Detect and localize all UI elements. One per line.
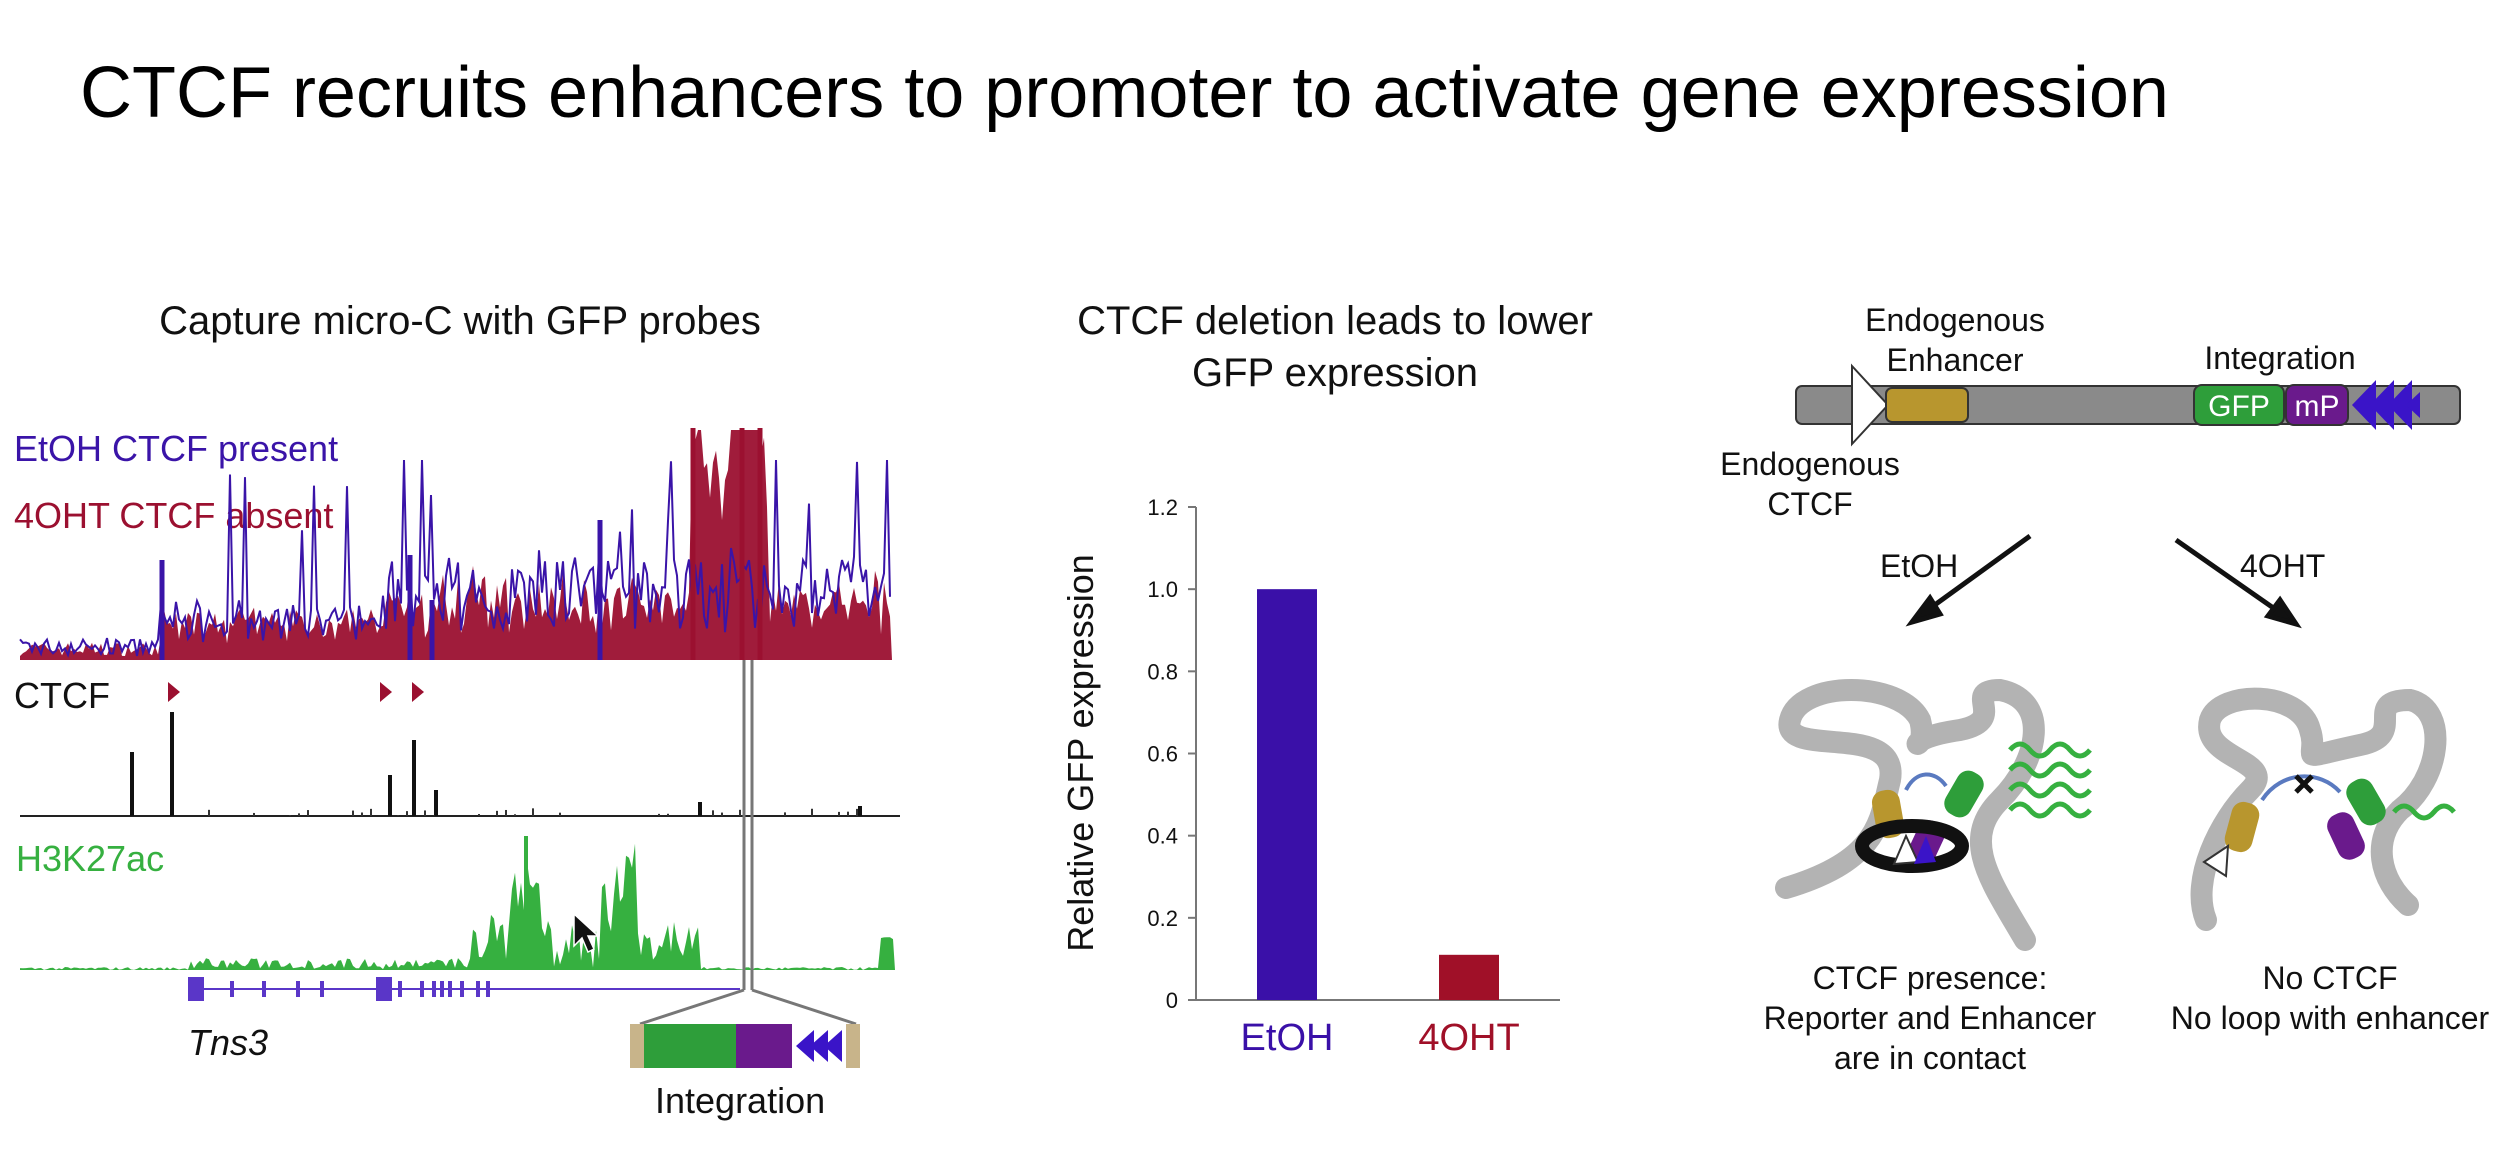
y-tick-label: 0.2	[1147, 906, 1178, 931]
mp-box	[2285, 384, 2349, 426]
h3k27ac-signal	[20, 843, 895, 970]
ctcf-motif-icon	[380, 682, 392, 702]
caption-left-line2: Reporter and Enhancer	[1763, 1000, 2097, 1036]
y-tick-label: 0.6	[1147, 742, 1178, 767]
endogenous-ctcf-icon	[1851, 363, 1890, 447]
integration-zoom-lines	[639, 660, 857, 1026]
y-axis-label: Relative GFP expression	[1060, 554, 1101, 952]
arrow-etoh-icon	[1905, 533, 2032, 627]
integration-label: Integration	[655, 1080, 826, 1121]
middle-panel-title: CTCF deletion leads to lower GFP express…	[1015, 295, 1655, 399]
endogenous-enhancer-label: Endogenous Enhancer	[1850, 300, 2060, 380]
exon	[262, 981, 266, 997]
gene-name: Tns3	[188, 1022, 269, 1063]
integration-site-label: Integration	[2204, 340, 2356, 376]
bar-etoh	[1257, 589, 1317, 1000]
y-tick-label: 1.0	[1147, 577, 1178, 602]
y-tick-label: 0.4	[1147, 824, 1178, 849]
mp-text: mP	[2295, 390, 2340, 423]
mouse-cursor-icon	[573, 912, 600, 954]
x-tick-label: 4OHT	[1418, 1017, 1519, 1059]
exon	[296, 981, 300, 997]
h3k27ac-track	[20, 836, 895, 970]
caption-left-line3: are in contact	[1833, 1040, 2027, 1076]
gene-model-tns3	[188, 977, 740, 1001]
endogenous-ctcf-label: Endogenous CTCF	[1700, 444, 1920, 524]
y-tick-label: 1.2	[1147, 495, 1178, 520]
ctcf-site-icon	[1892, 833, 1920, 866]
exon	[432, 981, 436, 997]
chart-labels: 0 0.2 0.4 0.6 0.8 1.0 1.2 Relative GFP expressi…	[1060, 495, 1520, 1059]
exon	[188, 977, 196, 1001]
ctcf-motif-array-icon	[796, 1030, 842, 1062]
cohesin-ring-icon	[1855, 819, 1969, 873]
chart-bars	[1257, 589, 1499, 1000]
arrow-4oht-icon	[2174, 537, 2302, 629]
exon	[460, 981, 464, 997]
track-label-ctcf: CTCF	[14, 675, 110, 716]
chart-axes	[1188, 506, 1560, 1001]
genome-tracks	[19, 428, 900, 1068]
exon	[440, 981, 444, 997]
left-panel-title: Capture micro-C with GFP probes	[159, 299, 761, 343]
ctcf-motif-icon	[412, 682, 424, 702]
low-expression-wave-icon	[2392, 803, 2456, 821]
blocked-contact-arrow-icon	[2260, 774, 2342, 802]
exon	[320, 981, 324, 997]
y-tick-label: 0.8	[1147, 659, 1178, 684]
integration-construct	[630, 1024, 860, 1068]
x-tick-label: EtOH	[1241, 1017, 1334, 1059]
micro-c-4oht-signal	[20, 430, 892, 660]
ctcf-motif-icon	[168, 682, 180, 702]
legend-4oht: 4OHT CTCF absent	[14, 495, 334, 536]
high-expression-wave-icon	[2008, 741, 2092, 819]
caption-ctcf-present: CTCF presence: Reporter and Enhancer are…	[1730, 958, 2130, 1078]
endo-ctcf-line2: CTCF	[1767, 486, 1853, 522]
gfp-text: GFP	[2208, 390, 2270, 423]
ctcf-motif-markers	[168, 682, 424, 702]
gfp-box	[2193, 384, 2285, 426]
exon	[398, 981, 402, 997]
y-tick-label: 0	[1166, 988, 1178, 1013]
exon	[476, 981, 480, 997]
endogenous-enhancer-box	[1885, 387, 1969, 423]
middle-title-line1: CTCF deletion leads to lower	[1077, 299, 1593, 343]
caption-left-line1: CTCF presence:	[1812, 960, 2048, 996]
exon	[230, 981, 234, 997]
exon	[486, 981, 490, 997]
caption-right-line1: No CTCF	[2262, 960, 2398, 996]
micro-c-track	[19, 428, 892, 660]
endo-enhancer-line1: Endogenous	[1865, 302, 2045, 338]
exon	[448, 981, 452, 997]
exon	[376, 977, 384, 1001]
micro-c-etoh-signal	[19, 459, 891, 658]
ctcf-site-icon	[1914, 836, 1936, 864]
endo-ctcf-line1: Endogenous	[1720, 446, 1900, 482]
arrow-label-etoh: EtOH	[1880, 548, 1959, 584]
ctcf-site-icon	[2202, 844, 2230, 878]
exon	[420, 981, 424, 997]
bar-4oht	[1439, 954, 1499, 1000]
integrated-ctcf-motifs-icon	[2352, 380, 2420, 430]
slide-title: CTCF recruits enhancers to promoter to a…	[80, 53, 2169, 133]
contact-arrow-icon	[1904, 772, 1948, 792]
loop-ctcf-absent	[2190, 687, 2456, 931]
caption-ctcf-absent: No CTCF No loop with enhancer	[2150, 958, 2510, 1038]
endo-enhancer-line2: Enhancer	[1886, 342, 2024, 378]
track-label-h3k27ac: H3K27ac	[16, 838, 165, 879]
exon	[384, 977, 392, 1001]
middle-title-line2: GFP expression	[1191, 351, 1479, 395]
exon	[196, 977, 204, 1001]
legend-etoh: EtOH CTCF present	[14, 428, 339, 469]
blocked-x-icon	[2294, 774, 2314, 794]
loop-ctcf-present	[1775, 678, 2092, 951]
caption-right-line2: No loop with enhancer	[2170, 1000, 2490, 1036]
arrow-label-4oht: 4OHT	[2240, 548, 2326, 584]
